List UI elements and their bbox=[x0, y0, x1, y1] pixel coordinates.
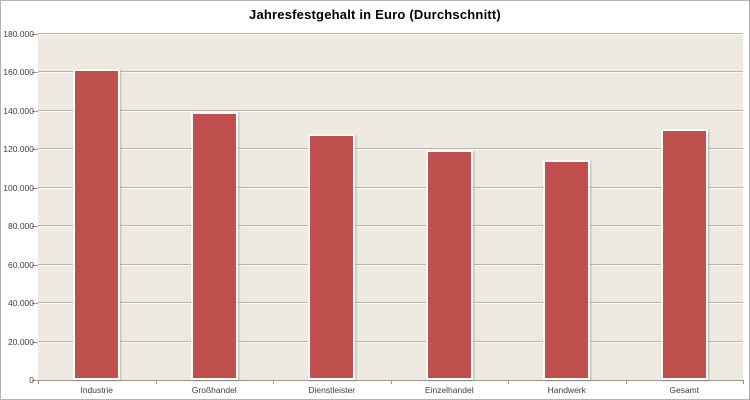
chart-title: Jahresfestgehalt in Euro (Durchschnitt) bbox=[249, 7, 501, 22]
y-axis-tick bbox=[32, 188, 38, 189]
y-axis-tick-label: 140.000 bbox=[3, 105, 34, 116]
bar-gesamt bbox=[661, 129, 708, 380]
x-axis-tick bbox=[38, 380, 39, 384]
y-gridline bbox=[38, 148, 743, 151]
y-axis-tick bbox=[32, 111, 38, 112]
x-axis-category-label: Dienstleister bbox=[308, 385, 356, 395]
x-axis-category-label: Großhandel bbox=[191, 385, 237, 395]
plot-area bbox=[38, 34, 743, 380]
y-gridline bbox=[38, 186, 743, 189]
y-gridline bbox=[38, 71, 743, 74]
bar-handwerk bbox=[543, 160, 590, 380]
y-axis-tick-label: 180.000 bbox=[3, 29, 34, 39]
y-gridline bbox=[38, 340, 743, 343]
bar-großhandel bbox=[191, 112, 238, 380]
x-axis-tick bbox=[508, 380, 509, 384]
y-axis-tick bbox=[32, 380, 38, 381]
y-axis-tick bbox=[32, 303, 38, 304]
x-axis-tick bbox=[156, 380, 157, 384]
y-gridline bbox=[38, 263, 743, 266]
y-axis-tick-label: 120.000 bbox=[3, 144, 34, 155]
bar-industrie bbox=[73, 69, 120, 380]
y-axis-tick-label: 80.000 bbox=[8, 221, 34, 232]
x-axis-tick bbox=[273, 380, 274, 384]
x-axis-tick bbox=[743, 380, 744, 384]
y-axis-tick-label: 20.000 bbox=[8, 336, 34, 347]
y-axis-tick bbox=[32, 34, 38, 35]
x-axis-category-label: Gesamt bbox=[669, 385, 700, 395]
y-axis-tick-label: 40.000 bbox=[8, 298, 34, 309]
x-axis-line bbox=[32, 380, 743, 381]
bar-einzelhandel bbox=[426, 150, 473, 380]
y-axis-tick bbox=[32, 149, 38, 150]
y-axis-tick-label: 0 bbox=[29, 375, 34, 385]
bar-dienstleister bbox=[308, 134, 355, 380]
y-axis-tick bbox=[32, 342, 38, 343]
y-axis-tick bbox=[32, 265, 38, 266]
y-axis-tick bbox=[32, 72, 38, 73]
y-axis-tick bbox=[32, 226, 38, 227]
x-axis-tick bbox=[626, 380, 627, 384]
y-gridline bbox=[38, 302, 743, 305]
y-gridline bbox=[38, 109, 743, 112]
x-axis-category-label: Handwerk bbox=[547, 385, 586, 395]
x-axis-tick bbox=[391, 380, 392, 384]
x-axis-category-label: Industrie bbox=[80, 385, 114, 395]
y-axis-tick-label: 160.000 bbox=[3, 67, 34, 78]
y-axis-tick-label: 60.000 bbox=[8, 259, 34, 270]
y-gridline bbox=[38, 225, 743, 228]
y-axis-tick-label: 100.000 bbox=[3, 182, 34, 193]
x-axis-category-label: Einzelhandel bbox=[424, 385, 474, 395]
y-gridline bbox=[38, 33, 743, 35]
